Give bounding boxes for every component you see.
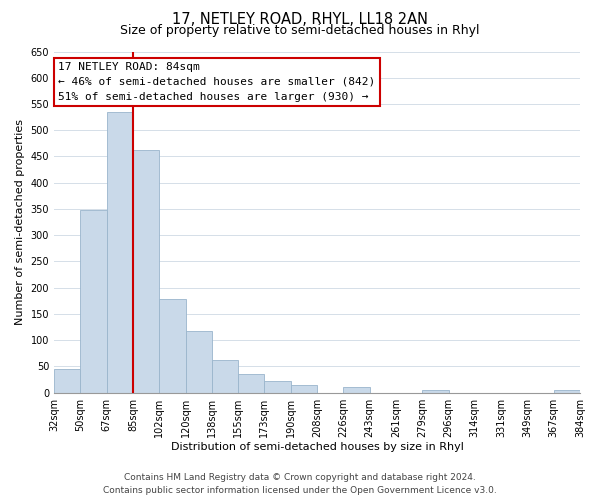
Bar bbox=[80, 210, 107, 392]
Text: Contains HM Land Registry data © Crown copyright and database right 2024.
Contai: Contains HM Land Registry data © Crown c… bbox=[103, 474, 497, 495]
Bar bbox=[185, 331, 212, 392]
Bar bbox=[133, 150, 159, 392]
Bar bbox=[265, 381, 291, 392]
X-axis label: Distribution of semi-detached houses by size in Rhyl: Distribution of semi-detached houses by … bbox=[170, 442, 463, 452]
Bar bbox=[238, 374, 265, 392]
Bar bbox=[54, 368, 80, 392]
Bar bbox=[554, 390, 580, 392]
Text: Size of property relative to semi-detached houses in Rhyl: Size of property relative to semi-detach… bbox=[120, 24, 480, 37]
Bar bbox=[422, 390, 449, 392]
Y-axis label: Number of semi-detached properties: Number of semi-detached properties bbox=[15, 119, 25, 325]
Bar bbox=[291, 385, 317, 392]
Bar bbox=[212, 360, 238, 392]
Text: 17, NETLEY ROAD, RHYL, LL18 2AN: 17, NETLEY ROAD, RHYL, LL18 2AN bbox=[172, 12, 428, 28]
Bar bbox=[107, 112, 133, 392]
Bar bbox=[159, 300, 185, 392]
Bar bbox=[343, 388, 370, 392]
Text: 17 NETLEY ROAD: 84sqm
← 46% of semi-detached houses are smaller (842)
51% of sem: 17 NETLEY ROAD: 84sqm ← 46% of semi-deta… bbox=[58, 62, 375, 102]
